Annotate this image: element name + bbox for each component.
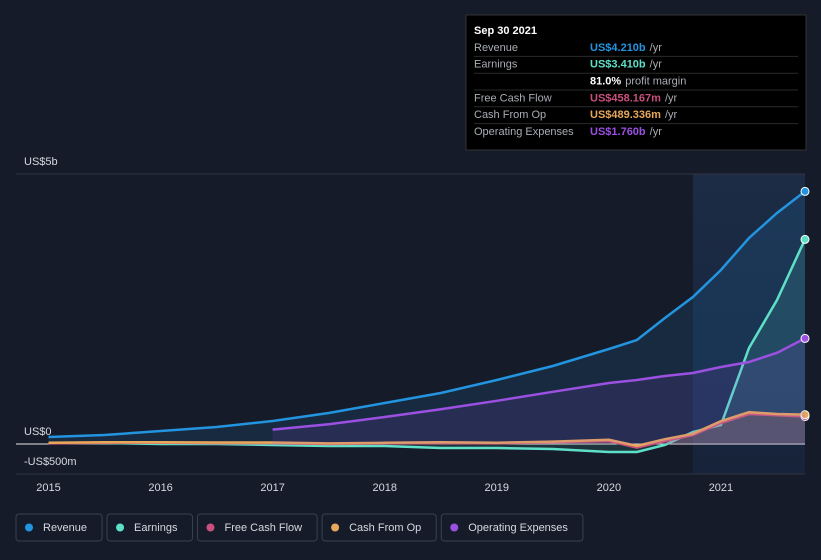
tooltip-unit: /yr — [665, 92, 678, 104]
tooltip-label: Operating Expenses — [474, 126, 574, 138]
tooltip-date: Sep 30 2021 — [474, 25, 537, 37]
legend-item[interactable] — [196, 513, 318, 542]
tooltip-unit: /yr — [650, 126, 663, 138]
legend-marker — [116, 523, 125, 532]
end-dot — [800, 333, 810, 343]
x-tick-label: 2021 — [709, 482, 733, 494]
x-tick-label: 2015 — [36, 482, 60, 494]
x-tick-label: 2019 — [485, 482, 509, 494]
tooltip-unit: profit margin — [625, 76, 686, 88]
legend-marker — [206, 523, 215, 532]
legend-label: Cash From Op — [349, 522, 421, 534]
x-tick-label: 2018 — [372, 482, 396, 494]
end-dot — [800, 186, 810, 196]
legend-label: Free Cash Flow — [224, 522, 302, 534]
legend-item[interactable] — [440, 513, 584, 542]
legend-marker — [450, 523, 459, 532]
tooltip-label: Revenue — [474, 42, 518, 54]
highlight-band — [692, 174, 805, 474]
tooltip-unit: /yr — [665, 109, 678, 121]
tooltip-label: Cash From Op — [474, 109, 546, 121]
tooltip-unit: /yr — [650, 59, 663, 71]
series-line — [272, 337, 806, 431]
legend-item[interactable] — [15, 513, 103, 542]
series-area — [272, 338, 806, 444]
y-tick-label: US$0 — [24, 426, 52, 438]
end-dot — [800, 234, 810, 244]
legend-item[interactable] — [106, 513, 193, 542]
tooltip-unit: /yr — [650, 42, 663, 54]
y-tick-label: US$5b — [24, 156, 58, 168]
series-area — [48, 191, 805, 444]
x-tick-label: 2020 — [597, 482, 621, 494]
x-tick-label: 2016 — [148, 482, 172, 494]
end-dot — [800, 410, 810, 420]
legend-marker — [331, 523, 340, 532]
x-tick-label: 2017 — [260, 482, 284, 494]
legend-label: Earnings — [134, 522, 178, 534]
tooltip-label: Earnings — [474, 59, 518, 71]
tooltip-label: Free Cash Flow — [474, 92, 552, 104]
legend-label: Operating Expenses — [468, 522, 568, 534]
tooltip-value: US$489.336m — [590, 109, 661, 121]
tooltip-box — [465, 14, 807, 151]
tooltip-value: 81.0% — [590, 76, 621, 88]
tooltip-value: US$458.167m — [590, 92, 661, 104]
legend-item[interactable] — [321, 513, 437, 542]
series-line — [48, 190, 806, 439]
series-area — [48, 239, 805, 452]
tooltip-value: US$1.760b — [590, 126, 646, 138]
tooltip-value: US$4.210b — [590, 42, 646, 54]
legend-marker — [25, 523, 33, 532]
series-line — [48, 410, 806, 448]
y-tick-label: -US$500m — [24, 456, 77, 468]
legend-label: Revenue — [43, 522, 87, 534]
tooltip-value: US$3.410b — [590, 59, 646, 71]
